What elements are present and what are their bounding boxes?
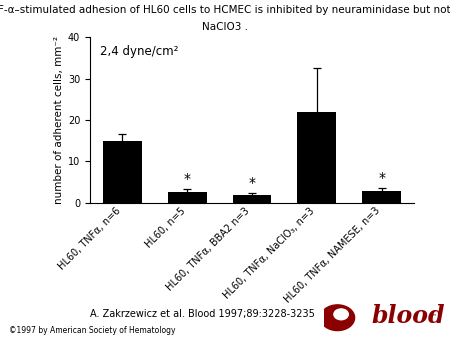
Bar [233, 195, 271, 203]
Text: *: * [248, 176, 256, 190]
Bar [103, 141, 142, 203]
Text: A. Zakrzewicz et al. Blood 1997;89:3228-3235: A. Zakrzewicz et al. Blood 1997;89:3228-… [90, 309, 315, 319]
Text: blood: blood [371, 304, 445, 328]
Y-axis label: number of adherent cells, mm⁻²: number of adherent cells, mm⁻² [54, 36, 64, 204]
Text: *: * [184, 172, 191, 186]
Text: NaClO3 .: NaClO3 . [202, 22, 248, 32]
Text: ™: ™ [430, 313, 437, 319]
Text: ©1997 by American Society of Hematology: ©1997 by American Society of Hematology [9, 326, 176, 335]
Bar [362, 191, 401, 203]
Circle shape [334, 309, 348, 320]
Bar [168, 192, 207, 203]
Bar [297, 112, 336, 203]
Circle shape [320, 305, 355, 331]
Text: *: * [378, 171, 385, 185]
Text: TNF-α–stimulated adhesion of HL60 cells to HCMEC is inhibited by neuraminidase b: TNF-α–stimulated adhesion of HL60 cells … [0, 5, 450, 15]
Text: 2,4 dyne/cm²: 2,4 dyne/cm² [100, 46, 178, 58]
